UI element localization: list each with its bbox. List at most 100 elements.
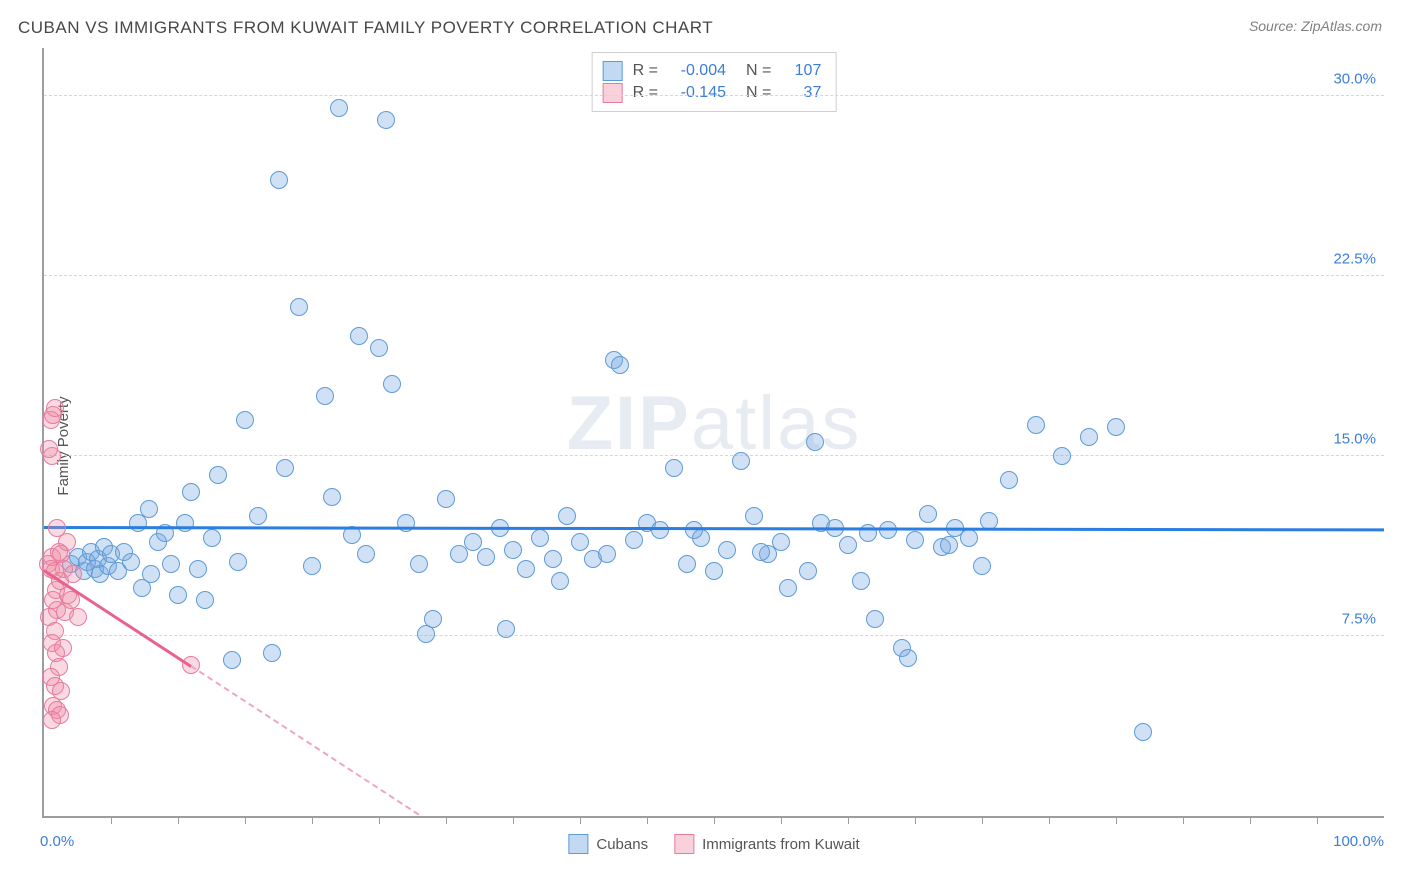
data-point — [263, 644, 281, 662]
x-tick — [982, 816, 983, 824]
data-point — [799, 562, 817, 580]
data-point — [806, 433, 824, 451]
data-point — [437, 490, 455, 508]
x-tick — [1317, 816, 1318, 824]
data-point — [383, 375, 401, 393]
data-point — [685, 521, 703, 539]
data-point — [370, 339, 388, 357]
data-point — [1134, 723, 1152, 741]
data-point — [290, 298, 308, 316]
stat-row-kuwait: R = -0.145 N = 37 — [603, 83, 822, 103]
data-point — [270, 171, 288, 189]
data-point — [249, 507, 267, 525]
data-point — [58, 533, 76, 551]
y-tick-label: 30.0% — [1333, 71, 1376, 88]
data-point — [196, 591, 214, 609]
data-point — [397, 514, 415, 532]
data-point — [544, 550, 562, 568]
data-point — [424, 610, 442, 628]
data-point — [866, 610, 884, 628]
data-point — [189, 560, 207, 578]
data-point — [182, 483, 200, 501]
data-point — [906, 531, 924, 549]
data-point — [839, 536, 857, 554]
data-point — [558, 507, 576, 525]
data-point — [209, 466, 227, 484]
data-point — [410, 555, 428, 573]
data-point — [973, 557, 991, 575]
data-point — [598, 545, 616, 563]
data-point — [377, 111, 395, 129]
data-point — [54, 639, 72, 657]
x-tick — [1250, 816, 1251, 824]
data-point — [122, 553, 140, 571]
data-point — [752, 543, 770, 561]
data-point — [1027, 416, 1045, 434]
statistics-legend: R = -0.004 N = 107 R = -0.145 N = 37 — [592, 52, 837, 112]
y-tick-label: 15.0% — [1333, 431, 1376, 448]
x-tick — [781, 816, 782, 824]
data-point — [69, 608, 87, 626]
data-point — [732, 452, 750, 470]
data-point — [176, 514, 194, 532]
gridline — [44, 275, 1384, 276]
data-point — [1053, 447, 1071, 465]
x-tick — [714, 816, 715, 824]
data-point — [651, 521, 669, 539]
x-tick — [915, 816, 916, 824]
data-point — [504, 541, 522, 559]
data-point — [899, 649, 917, 667]
x-tick — [379, 816, 380, 824]
data-point — [611, 356, 629, 374]
data-point — [46, 399, 64, 417]
legend-item-kuwait: Immigrants from Kuwait — [674, 834, 860, 854]
data-point — [40, 440, 58, 458]
data-point — [551, 572, 569, 590]
data-point — [323, 488, 341, 506]
x-tick — [178, 816, 179, 824]
data-point — [852, 572, 870, 590]
data-point — [940, 536, 958, 554]
stat-row-cubans: R = -0.004 N = 107 — [603, 61, 822, 81]
data-point — [223, 651, 241, 669]
swatch-pink-icon — [674, 834, 694, 854]
swatch-blue-icon — [568, 834, 588, 854]
x-tick — [647, 816, 648, 824]
data-point — [276, 459, 294, 477]
data-point — [665, 459, 683, 477]
x-tick — [1116, 816, 1117, 824]
x-tick — [111, 816, 112, 824]
data-point — [517, 560, 535, 578]
data-point — [162, 555, 180, 573]
data-point — [43, 711, 61, 729]
data-point — [464, 533, 482, 551]
data-point — [140, 500, 158, 518]
data-point — [357, 545, 375, 563]
data-point — [960, 529, 978, 547]
data-point — [316, 387, 334, 405]
data-point — [745, 507, 763, 525]
data-point — [330, 99, 348, 117]
scatter-chart: ZIPatlas R = -0.004 N = 107 R = -0.145 N… — [42, 48, 1384, 818]
x-tick — [1183, 816, 1184, 824]
x-tick — [580, 816, 581, 824]
gridline — [44, 455, 1384, 456]
data-point — [705, 562, 723, 580]
swatch-pink-icon — [603, 83, 623, 103]
regression-line — [191, 666, 420, 816]
legend-item-cubans: Cubans — [568, 834, 648, 854]
data-point — [142, 565, 160, 583]
x-axis-max-label: 100.0% — [1333, 833, 1384, 850]
data-point — [350, 327, 368, 345]
x-tick — [513, 816, 514, 824]
data-point — [1080, 428, 1098, 446]
data-point — [236, 411, 254, 429]
x-tick — [245, 816, 246, 824]
data-point — [64, 565, 82, 583]
data-point — [1000, 471, 1018, 489]
y-tick-label: 7.5% — [1342, 611, 1376, 628]
data-point — [879, 521, 897, 539]
regression-line — [44, 526, 1384, 531]
y-tick-label: 22.5% — [1333, 251, 1376, 268]
source-label: Source: ZipAtlas.com — [1249, 18, 1382, 34]
